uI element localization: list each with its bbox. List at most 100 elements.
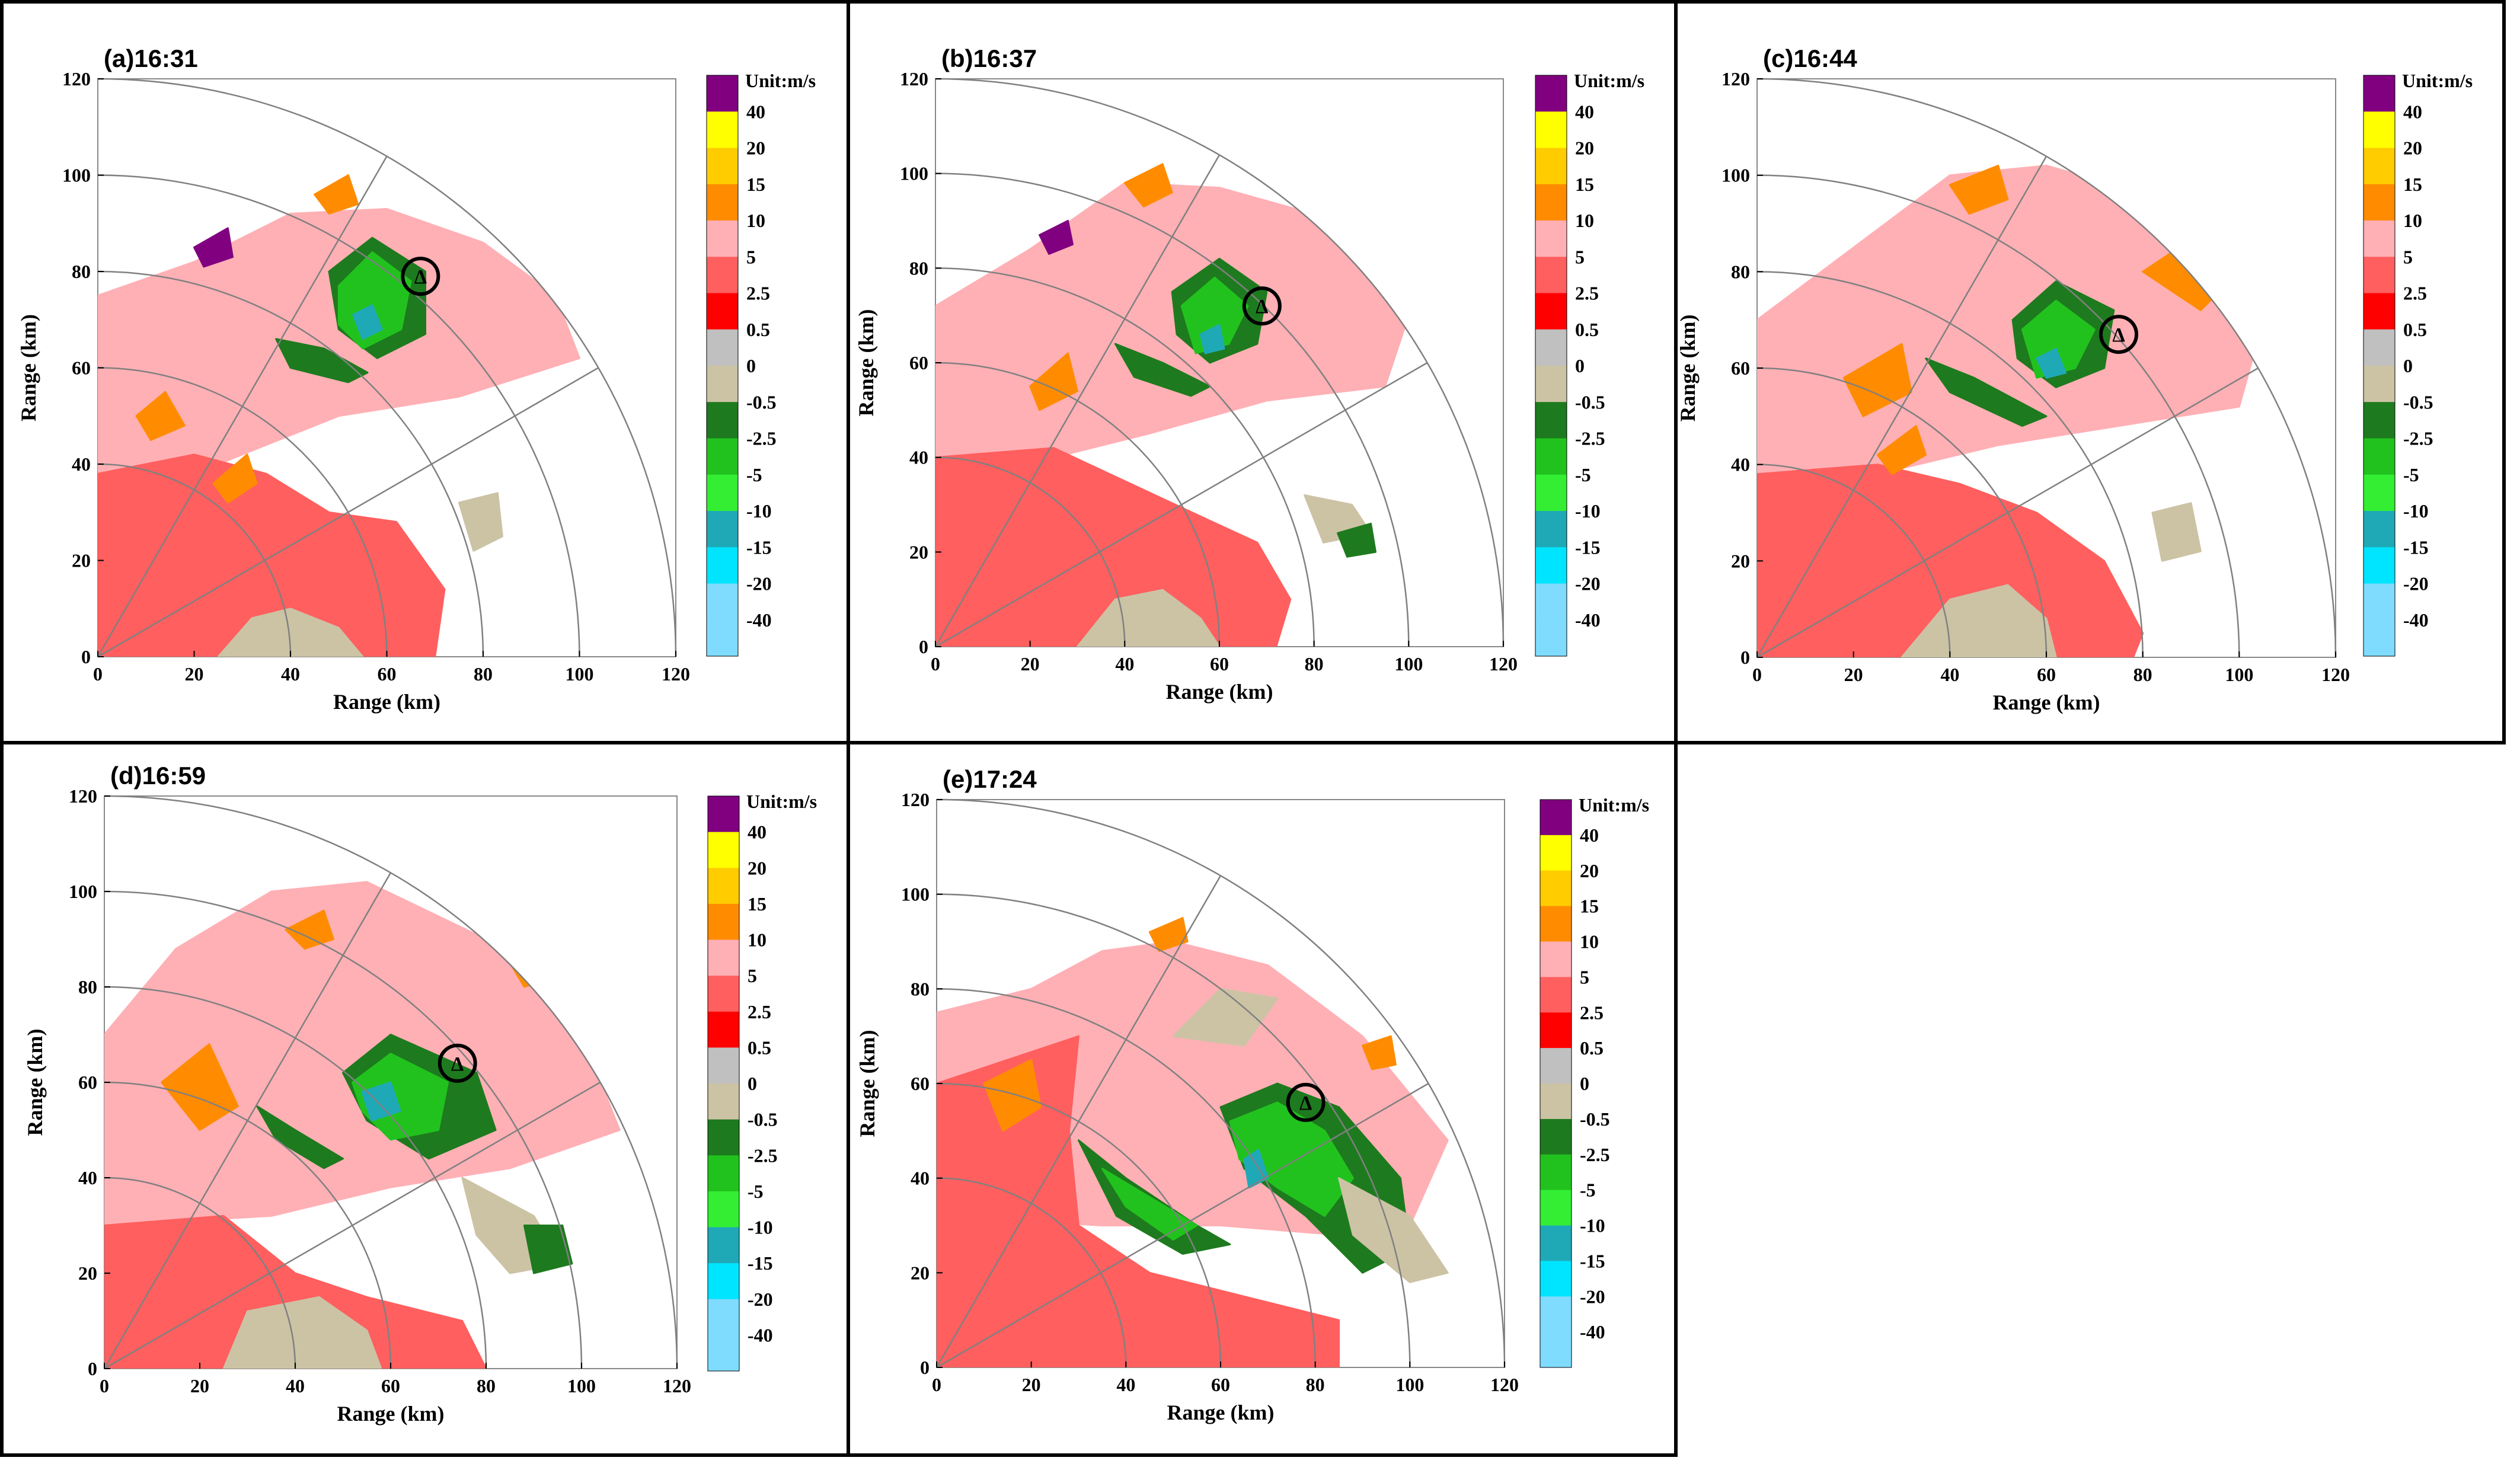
y-tick-label: 40 bbox=[911, 1168, 930, 1189]
echo-region-orange bbox=[983, 1059, 1042, 1132]
colorbar-swatch bbox=[707, 293, 738, 330]
range-ring bbox=[97, 367, 388, 657]
y-tick-label: 20 bbox=[78, 1263, 97, 1284]
y-tick-label: 120 bbox=[901, 789, 930, 810]
station-marker-circle bbox=[1242, 286, 1282, 326]
colorbar-label: -5 bbox=[2403, 464, 2419, 485]
x-tick-label: 0 bbox=[93, 663, 103, 685]
colorbar-swatch bbox=[1540, 1190, 1572, 1226]
colorbar-label: 20 bbox=[748, 857, 766, 878]
colorbar-label: -40 bbox=[1580, 1321, 1605, 1343]
y-tick-label: 0 bbox=[920, 1357, 930, 1378]
x-tick-label: 120 bbox=[662, 663, 690, 685]
echo-region-orange bbox=[314, 174, 359, 215]
x-tick-label: 100 bbox=[567, 1375, 596, 1396]
colorbar-swatch bbox=[707, 148, 738, 185]
colorbar-label: -15 bbox=[746, 536, 772, 558]
colorbar-swatch bbox=[2364, 329, 2395, 366]
echo-region-salmon bbox=[935, 447, 1292, 647]
station-marker-circle bbox=[401, 257, 440, 296]
colorbar-swatch bbox=[1535, 438, 1567, 475]
colorbar-swatch bbox=[708, 832, 739, 868]
y-tick-label: 60 bbox=[1731, 357, 1750, 379]
colorbar-label: -10 bbox=[2403, 500, 2429, 522]
colorbar-label: 15 bbox=[1580, 896, 1599, 917]
range-ring bbox=[935, 78, 1505, 647]
range-ring bbox=[1756, 271, 2144, 658]
echo-region-teal bbox=[2036, 348, 2067, 379]
colorbar-label: 0 bbox=[2403, 355, 2413, 376]
colorbar-swatch bbox=[1540, 1012, 1572, 1049]
colorbar-swatch bbox=[2364, 111, 2395, 148]
colorbar-label: 5 bbox=[748, 965, 757, 986]
range-ring bbox=[1756, 464, 1951, 658]
y-tick-label: 60 bbox=[78, 1072, 97, 1093]
echo-region-green bbox=[1101, 1168, 1198, 1241]
radial-line bbox=[936, 1082, 1429, 1369]
station-marker-triangle: Δ bbox=[451, 1053, 464, 1075]
y-tick-label: 120 bbox=[1721, 68, 1750, 90]
y-tick-label: 120 bbox=[69, 785, 97, 807]
colorbar-label: -15 bbox=[748, 1252, 773, 1274]
colorbar-swatch bbox=[1540, 1048, 1572, 1084]
range-ring bbox=[104, 1081, 392, 1369]
colorbar-swatch bbox=[1540, 941, 1572, 977]
colorbar-label: 0.5 bbox=[746, 319, 770, 340]
echo-region-orange bbox=[1148, 917, 1189, 952]
y-tick-label: 0 bbox=[81, 646, 91, 667]
colorbar-label: -10 bbox=[1575, 500, 1601, 522]
echo-region-salmon bbox=[104, 1214, 487, 1369]
x-tick-label: 60 bbox=[1210, 653, 1229, 675]
colorbar-swatch bbox=[1540, 835, 1572, 871]
colorbar-swatch bbox=[1535, 111, 1567, 148]
echo-region-tan bbox=[2151, 502, 2202, 562]
colorbar-label: -10 bbox=[746, 500, 772, 522]
y-tick-label: 100 bbox=[1721, 165, 1750, 186]
x-tick-label: 100 bbox=[1395, 1374, 1424, 1395]
echo-region-orange bbox=[1123, 163, 1173, 207]
colorbar-swatch bbox=[708, 1227, 739, 1264]
colorbar-swatch bbox=[1540, 1084, 1572, 1120]
y-tick-label: 120 bbox=[62, 68, 91, 90]
colorbar-swatch bbox=[2364, 619, 2395, 657]
panel-title: (a)16:31 bbox=[104, 44, 198, 72]
x-tick-label: 80 bbox=[2133, 664, 2152, 685]
echo-region-teal bbox=[361, 1081, 401, 1121]
y-tick-label: 20 bbox=[1731, 550, 1750, 571]
colorbar-label: -2.5 bbox=[1580, 1144, 1610, 1165]
echo-region-teal bbox=[1199, 324, 1225, 354]
colorbar-label: 40 bbox=[746, 101, 765, 122]
x-tick-label: 40 bbox=[1116, 1374, 1135, 1395]
y-tick-label: 40 bbox=[78, 1167, 97, 1188]
x-tick-label: 0 bbox=[932, 1374, 941, 1395]
colorbar-label: -2.5 bbox=[1575, 428, 1605, 449]
x-axis-label: Range (km) bbox=[337, 1402, 445, 1426]
x-tick-label: 120 bbox=[1490, 1374, 1519, 1395]
colorbar-label: -15 bbox=[2403, 536, 2429, 558]
x-tick-label: 120 bbox=[2321, 664, 2350, 685]
x-tick-label: 0 bbox=[1752, 664, 1762, 685]
colorbar-swatch bbox=[707, 220, 738, 257]
colorbar-label: -10 bbox=[748, 1217, 773, 1238]
colorbar-label: 0 bbox=[748, 1073, 757, 1094]
colorbar-label: 0 bbox=[746, 355, 756, 376]
colorbar-label: -5 bbox=[748, 1181, 764, 1202]
range-ring bbox=[935, 172, 1410, 647]
colorbar-swatch bbox=[707, 329, 738, 366]
x-tick-label: 60 bbox=[381, 1375, 400, 1396]
colorbar-label: 0.5 bbox=[2403, 319, 2427, 340]
colorbar-swatch bbox=[707, 402, 738, 439]
y-tick-label: 60 bbox=[72, 357, 91, 379]
y-tick-label: 80 bbox=[911, 978, 930, 999]
echo-region-tan bbox=[1901, 584, 2057, 657]
radial-line bbox=[104, 1081, 601, 1370]
x-tick-label: 40 bbox=[1115, 653, 1134, 675]
colorbar-label: 15 bbox=[748, 893, 766, 915]
radial-line bbox=[1756, 367, 2259, 659]
y-tick-label: 80 bbox=[72, 261, 91, 282]
y-tick-label: 0 bbox=[1740, 647, 1750, 668]
range-ring bbox=[935, 456, 1126, 647]
colorbar-swatch bbox=[1535, 184, 1567, 221]
